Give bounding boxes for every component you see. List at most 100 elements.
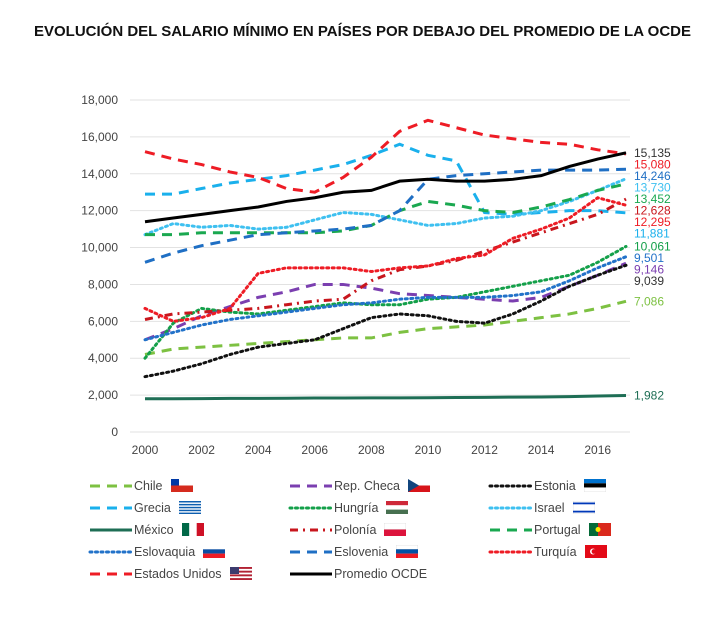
legend-label: Estonia [534,478,576,493]
flag-icon [386,501,409,514]
y-tick-label: 18,000 [81,93,118,107]
series-line-estonia [143,263,628,379]
end-label: 11,881 [634,226,670,240]
end-label: 14,246 [634,169,671,183]
series-line-estados-unidos [144,118,627,194]
legend-item-promedio-ocde: Promedio OCDE [288,564,488,583]
series-line-eslovaquia [143,255,628,342]
end-label: 15,080 [634,157,671,171]
x-tick-label: 2000 [132,443,159,457]
legend-swatch [88,550,132,553]
end-label: 9,501 [634,251,664,265]
y-tick-label: 12,000 [81,204,118,218]
legend-item-chile: Chile [88,476,288,495]
legend-label: Turquía [534,544,577,559]
legend-label: Polonía [334,522,377,537]
legend-label: México [134,522,174,537]
y-tick-label: 0 [111,425,118,439]
legend-item-portugal: Portugal [488,520,688,539]
legend-label: Hungría [334,500,379,515]
legend-swatch [290,528,332,531]
legend-label: Israel [534,500,565,515]
y-tick-label: 4,000 [88,351,118,365]
end-label: 10,061 [634,239,671,253]
end-label: 12,295 [634,215,671,229]
series-line-méxico [145,393,627,401]
legend-item-israel: Israel [488,498,688,517]
y-tick-label: 6,000 [88,314,118,328]
y-tick-label: 8,000 [88,277,118,291]
series-line-promedio-ocde [144,151,627,224]
legend-item-grecia: Grecia [88,498,288,517]
end-label: 13,452 [634,192,671,206]
legend-swatch [290,484,332,487]
legend-item-rep-checa: Rep. Checa [288,476,488,495]
flag-icon [181,523,204,536]
series-line-chile [144,299,627,357]
legend-item-polonía: Polonía [288,520,488,539]
legend-label: Eslovaquia [134,544,196,559]
end-label: 13,730 [634,180,671,194]
legend-item-estados-unidos: Estados Unidos [88,564,288,583]
y-tick-label: 2,000 [88,388,118,402]
legend-item-eslovaquia: Eslovaquia [88,542,288,561]
x-tick-label: 2010 [415,443,442,457]
y-tick-label: 16,000 [81,130,118,144]
end-label: 9,039 [634,274,664,288]
flag-icon [178,501,201,514]
y-tick-label: 14,000 [81,167,118,181]
legend-swatch [290,550,332,553]
end-label: 1,982 [634,388,664,402]
legend-swatch [490,528,532,531]
series-line-grecia [145,142,627,216]
x-tick-label: 2014 [528,443,555,457]
legend-swatch [290,572,332,575]
flag-icon [572,500,595,515]
series-line-rep.-checa [144,261,627,342]
legend-item-hungría: Hungría [288,498,488,517]
legend-swatch [488,550,532,553]
line-chart: 0 2,000 4,000 6,000 8,000 10,000 12,000 14,000 1… [81,93,671,457]
flag-icon [588,523,611,536]
legend-item-eslovenia: Eslovenia [288,542,488,561]
legend-swatch [90,528,132,531]
legend-swatch [90,506,132,509]
x-tick-label: 2006 [301,443,328,457]
flag-icon [170,479,193,492]
y-tick-label: 10,000 [81,241,118,255]
legend-item-turquía: Turquía [488,542,688,561]
flag-icon [229,567,252,580]
end-label: 15,135 [634,146,671,160]
legend-label: Eslovenia [334,544,389,559]
legend-label: Grecia [134,500,171,515]
legend-label: Rep. Checa [334,478,401,493]
flag-icon [584,545,607,558]
legend-swatch [90,572,132,575]
x-tick-label: 2004 [245,443,272,457]
legend-label: Estados Unidos [134,566,222,581]
flag-icon [408,479,431,492]
legend-label: Portugal [534,522,581,537]
series-line-eslovenia [144,167,627,264]
flag-icon [583,479,606,493]
end-label: 12,628 [634,203,671,217]
legend-swatch [90,484,132,487]
flag-icon [395,544,419,558]
x-tick-label: 2016 [584,443,611,457]
x-tick-label: 2008 [358,443,385,457]
x-tick-label: 2012 [471,443,498,457]
flag-icon [203,545,226,558]
legend-swatch [288,506,332,509]
legend-label: Chile [134,478,163,493]
end-label: 9,146 [634,262,664,276]
legend-label: Promedio OCDE [334,566,428,581]
legend-swatch [488,484,532,487]
end-label: 7,086 [634,294,664,308]
legend: Chile Rep. Checa Estonia Grecia Hungría Israe… [88,476,688,583]
flag-icon [384,522,407,536]
legend-item-méxico: México [88,520,288,539]
x-tick-label: 2002 [188,443,215,457]
legend-item-estonia: Estonia [488,476,688,495]
chart-title: EVOLUCIÓN DEL SALARIO MÍNIMO EN PAÍSES P… [33,23,691,40]
legend-swatch [488,506,532,509]
